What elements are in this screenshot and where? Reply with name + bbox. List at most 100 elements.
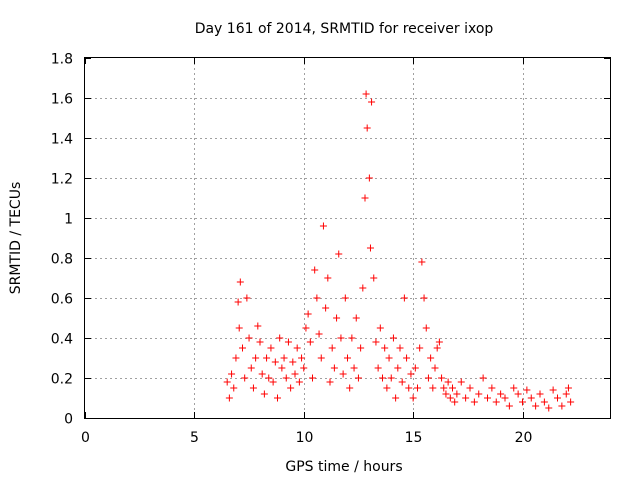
data-point <box>420 294 428 302</box>
data-point <box>510 384 518 392</box>
data-point <box>223 378 231 386</box>
data-point <box>385 354 393 362</box>
y-tick-label: 1 <box>64 212 73 228</box>
data-point <box>291 370 299 378</box>
x-tick-label: 20 <box>515 430 533 446</box>
y-tick-label: 0.4 <box>51 332 73 348</box>
data-point <box>362 90 370 98</box>
data-point <box>236 278 244 286</box>
data-point <box>239 344 246 352</box>
data-point <box>431 364 439 372</box>
data-point <box>276 334 284 342</box>
data-point <box>271 358 279 366</box>
data-point <box>479 374 487 382</box>
data-point <box>328 344 336 352</box>
y-tick-label: 1.2 <box>51 172 73 188</box>
data-point <box>470 398 478 406</box>
data-point <box>381 344 389 352</box>
data-point <box>532 402 540 410</box>
data-point <box>346 384 354 392</box>
data-point <box>247 364 255 372</box>
data-point <box>540 398 548 406</box>
x-tick-label: 15 <box>405 430 423 446</box>
data-point <box>451 398 459 406</box>
data-point <box>484 394 491 402</box>
tick-layer: 0 0.2 0.4 0.6 0.8 1 1.2 1.4 1.6 1.8 0 5 10 15 20 <box>51 52 610 446</box>
data-point <box>280 354 288 362</box>
data-point <box>414 384 421 392</box>
data-point <box>232 354 240 362</box>
data-point <box>394 364 402 372</box>
data-point <box>274 394 281 402</box>
data-point <box>337 334 345 342</box>
data-point <box>462 394 470 402</box>
data-point <box>322 304 330 312</box>
data-point <box>278 364 286 372</box>
data-point <box>365 174 373 182</box>
data-point <box>269 378 277 386</box>
grid-layer <box>85 58 610 418</box>
data-point <box>366 244 374 252</box>
data-point <box>317 354 325 362</box>
y-tick-label: 1.8 <box>51 52 73 68</box>
data-point <box>475 390 483 398</box>
data-point <box>319 222 327 230</box>
data-point <box>424 374 432 382</box>
data-point <box>326 378 334 386</box>
y-tick-label: 0 <box>64 412 73 428</box>
data-point <box>363 124 371 132</box>
data-point <box>284 338 292 346</box>
data-point <box>228 370 236 378</box>
data-point <box>309 374 316 382</box>
data-point <box>258 370 266 378</box>
data-point <box>392 394 400 402</box>
data-point <box>260 390 268 398</box>
data-point <box>339 370 347 378</box>
data-point <box>254 322 262 330</box>
data-point <box>245 334 253 342</box>
x-axis-label: GPS time / hours <box>285 459 402 475</box>
x-tick-label: 10 <box>296 430 314 446</box>
data-point <box>372 338 380 346</box>
x-tick-label: 5 <box>190 430 199 446</box>
data-point <box>348 334 356 342</box>
data-point <box>403 354 411 362</box>
data-point <box>357 344 365 352</box>
data-point <box>505 402 513 410</box>
x-tick-label: 0 <box>81 430 90 446</box>
data-point <box>230 384 238 392</box>
data-point <box>549 386 557 394</box>
data-point <box>429 384 437 392</box>
data-point <box>409 394 417 402</box>
data-point <box>449 384 456 392</box>
data-point <box>523 386 531 394</box>
data-point <box>466 384 474 392</box>
data-point <box>444 378 452 386</box>
data-point <box>405 384 413 392</box>
data-point <box>554 394 561 402</box>
data-point <box>536 390 544 398</box>
data-point <box>298 354 306 362</box>
data-point <box>300 364 308 372</box>
data-point <box>306 338 314 346</box>
data-point <box>344 354 351 362</box>
data-point <box>249 384 257 392</box>
data-point <box>295 378 303 386</box>
data-point <box>501 394 509 402</box>
data-point <box>438 374 446 382</box>
data-point <box>418 258 426 266</box>
data-point <box>564 384 572 392</box>
data-point <box>567 398 575 406</box>
data-point <box>411 364 419 372</box>
data-point <box>374 364 382 372</box>
data-point <box>263 354 271 362</box>
data-point <box>545 404 553 412</box>
data-point <box>370 274 378 282</box>
plot-frame <box>84 57 611 419</box>
data-point <box>354 374 362 382</box>
data-points <box>223 90 575 412</box>
data-point <box>352 314 360 322</box>
data-point <box>265 374 273 382</box>
data-point <box>558 402 566 410</box>
